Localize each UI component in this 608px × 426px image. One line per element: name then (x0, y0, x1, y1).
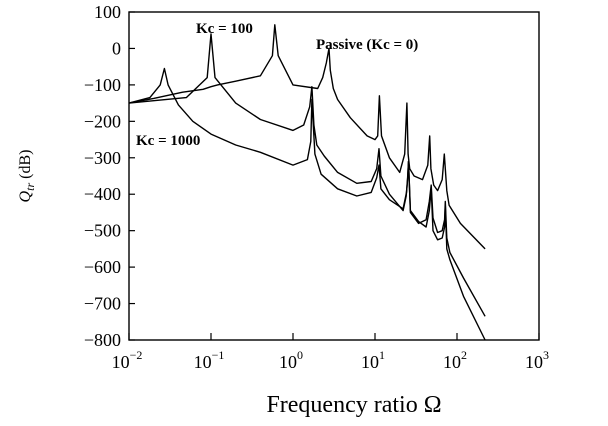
annotation-passive: Passive (Kc = 0) (316, 37, 418, 53)
series-line-2 (128, 67, 486, 341)
y-tick-label: −700 (84, 294, 121, 314)
annotation-kc-1000: Kc = 1000 (136, 133, 200, 149)
y-tick-label: −600 (84, 257, 121, 277)
y-ticks: 100 0 −100 −200 −300 −400 −500 −600 −700 −800 (84, 2, 135, 350)
y-tick-label: 0 (112, 38, 121, 58)
x-tick-label: 100 (279, 348, 303, 372)
curves (128, 24, 486, 341)
x-axis-label: Frequency ratio Ω (266, 392, 441, 418)
y-tick-label: −500 (84, 221, 121, 241)
y-tick-label: −800 (84, 330, 121, 350)
y-axis-label: Qtr (dB) (17, 150, 37, 203)
plot-area-frame (128, 11, 540, 341)
annotation-kc-100: Kc = 100 (196, 21, 253, 37)
series-line-0 (128, 24, 486, 250)
y-tick-label: −300 (84, 148, 121, 168)
x-tick-label: 102 (443, 348, 467, 372)
x-tick-label: 103 (525, 348, 549, 372)
y-tick-label: −100 (84, 75, 121, 95)
y-tick-label: −400 (84, 184, 121, 204)
x-tick-label: 10−2 (112, 348, 143, 372)
y-tick-label: 100 (94, 2, 121, 22)
series-line-1 (128, 33, 486, 317)
x-tick-label: 101 (361, 348, 385, 372)
x-tick-label: 10−1 (194, 348, 225, 372)
y-tick-label: −200 (84, 111, 121, 131)
x-ticks: 10−2 10−1 100 101 102 103 (112, 333, 549, 372)
